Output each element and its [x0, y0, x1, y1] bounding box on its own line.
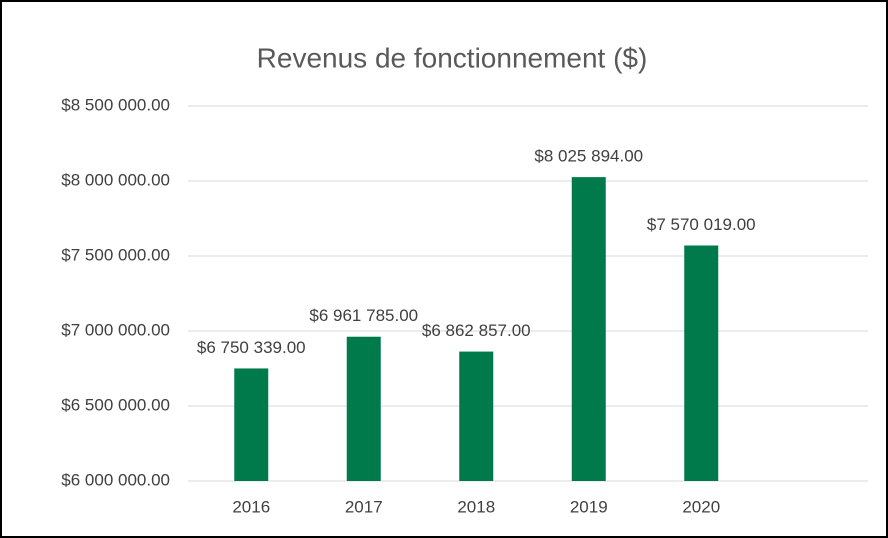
data-label: $6 862 857.00 — [422, 321, 531, 340]
x-tick-label: 2018 — [457, 497, 495, 516]
y-tick-label: $8 500 000.00 — [61, 95, 170, 114]
data-label: $7 570 019.00 — [647, 215, 756, 234]
x-tick-label: 2017 — [345, 497, 383, 516]
bar — [346, 336, 381, 481]
bar — [234, 368, 269, 481]
bar — [459, 351, 494, 481]
y-tick-label: $7 500 000.00 — [61, 245, 170, 264]
y-tick-label: $6 500 000.00 — [61, 395, 170, 414]
data-label: $6 961 785.00 — [309, 306, 418, 325]
data-label: $8 025 894.00 — [534, 147, 643, 166]
y-tick-label: $8 000 000.00 — [61, 170, 170, 189]
x-tick-label: 2019 — [570, 497, 608, 516]
x-tick-label: 2020 — [682, 497, 720, 516]
bar — [684, 245, 719, 481]
y-tick-label: $7 000 000.00 — [61, 320, 170, 339]
data-label: $6 750 339.00 — [197, 338, 306, 357]
bar — [571, 177, 606, 481]
x-tick-label: 2016 — [232, 497, 270, 516]
y-tick-label: $6 000 000.00 — [61, 470, 170, 489]
chart-title: Revenus de fonctionnement ($) — [257, 42, 648, 73]
